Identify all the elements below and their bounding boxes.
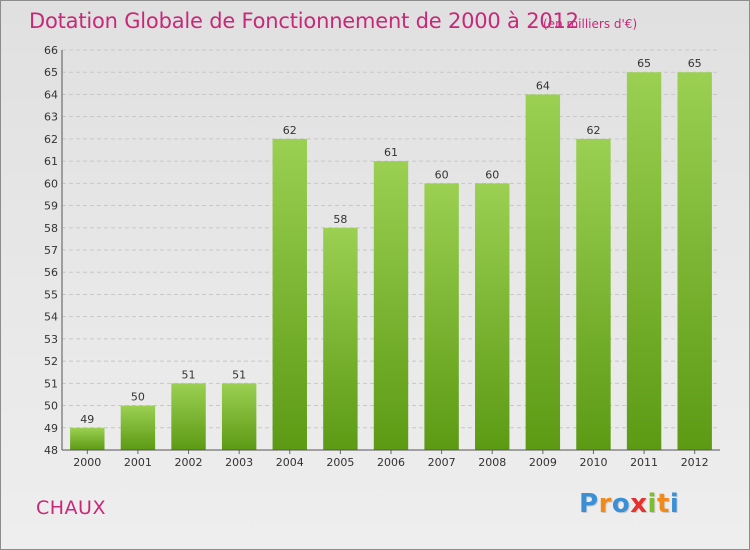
- bar: [272, 138, 307, 450]
- x-tick-label: 2000: [73, 456, 101, 469]
- bar: [373, 161, 409, 450]
- axes: [61, 50, 720, 451]
- x-tick-label: 2009: [529, 456, 557, 469]
- y-tick-label: 60: [44, 177, 58, 190]
- y-tick-label: 65: [44, 66, 58, 79]
- logo-letter: P: [579, 489, 599, 519]
- data-label: 61: [384, 146, 398, 159]
- data-label: 60: [485, 168, 499, 181]
- y-tick-label: 54: [44, 311, 58, 324]
- x-tick-label: 2006: [377, 456, 405, 469]
- y-tick-label: 56: [44, 266, 58, 279]
- y-tick-label: 61: [44, 155, 58, 168]
- bar: [475, 183, 510, 451]
- x-tick-label: 2005: [326, 456, 354, 469]
- logo-letter: r: [598, 489, 612, 519]
- chart-subtitle: (en milliers d'€): [543, 17, 638, 31]
- logo-letter: x: [630, 489, 648, 519]
- y-tick-label: 63: [44, 111, 58, 124]
- bar: [677, 72, 712, 450]
- logo-letter: i: [647, 489, 657, 519]
- x-tick-label: 2007: [428, 456, 456, 469]
- bar: [323, 227, 358, 450]
- y-tick-label: 57: [44, 244, 58, 257]
- y-tick-label: 64: [44, 88, 58, 101]
- data-label: 58: [333, 213, 347, 226]
- y-tick-label: 55: [44, 288, 58, 301]
- y-tick-label: 49: [44, 422, 58, 435]
- data-label: 49: [80, 413, 94, 426]
- logo-letter: t: [656, 489, 670, 519]
- bar: [424, 183, 459, 451]
- x-tick-label: 2002: [175, 456, 203, 469]
- data-label: 51: [182, 368, 196, 381]
- x-tick-label: 2003: [225, 456, 253, 469]
- data-label: 62: [586, 124, 600, 137]
- bar: [120, 405, 156, 450]
- y-tick-label: 51: [44, 377, 58, 390]
- x-tick-label: 2004: [276, 456, 304, 469]
- bar: [525, 94, 561, 450]
- data-label: 64: [536, 79, 550, 92]
- y-tick-label: 50: [44, 400, 58, 413]
- bar: [70, 427, 105, 450]
- x-tick-label: 2001: [124, 456, 152, 469]
- y-tick-label: 58: [44, 222, 58, 235]
- bar: [576, 138, 611, 450]
- data-label: 51: [232, 368, 246, 381]
- y-tick-label: 53: [44, 333, 58, 346]
- data-label: 50: [131, 391, 145, 404]
- logo-letter: o: [611, 489, 631, 519]
- bar: [221, 383, 257, 450]
- data-label: 60: [435, 168, 449, 181]
- x-tick-label: 2012: [681, 456, 709, 469]
- y-tick-label: 59: [44, 200, 58, 213]
- x-tick-label: 2010: [579, 456, 607, 469]
- y-tick-label: 48: [44, 444, 58, 457]
- x-tick-label: 2008: [478, 456, 506, 469]
- x-tick-label: 2011: [630, 456, 658, 469]
- data-label: 62: [283, 124, 297, 137]
- y-tick-label: 62: [44, 133, 58, 146]
- x-axis-ticks: 2000 2001 2002 2003 2004 2005 2006 2007 2008 2009…: [73, 450, 709, 469]
- place-name: CHAUX: [36, 497, 106, 519]
- proxiti-logo[interactable]: Proxiti: [579, 489, 679, 519]
- logo-letter: i: [669, 489, 680, 519]
- data-label: 65: [637, 57, 651, 70]
- y-axis-ticks: 48 49 50 51 52 53 54 55 56 57 58 59 60 61 62 63 64 65 66: [44, 44, 58, 457]
- chart-title: Dotation Globale de Fonctionnement de 20…: [29, 9, 579, 33]
- bar: [171, 383, 206, 450]
- bars: 49 50 51 51 62 58 61 60 60 64 62 65 65: [70, 57, 712, 451]
- y-tick-label: 66: [44, 44, 58, 57]
- y-tick-label: 52: [44, 355, 58, 368]
- data-label: 65: [688, 57, 702, 70]
- bar: [626, 72, 662, 450]
